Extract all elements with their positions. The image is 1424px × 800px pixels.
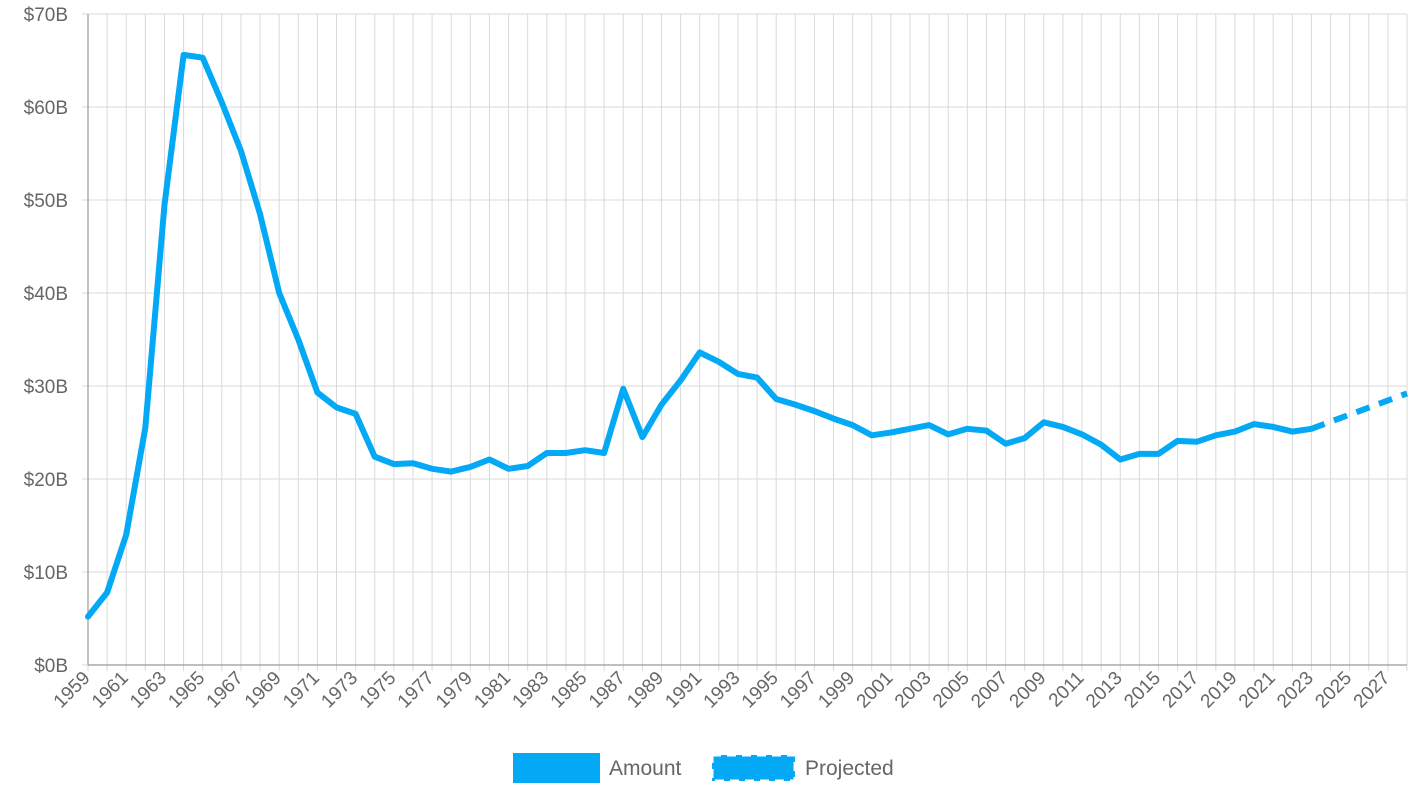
x-tick-label: 1981 — [470, 668, 515, 713]
x-tick-label: 1961 — [88, 668, 133, 713]
x-tick-label: 2011 — [1045, 668, 1089, 712]
x-tick-label: 1963 — [126, 668, 171, 713]
x-tick-label: 1985 — [547, 668, 592, 713]
x-tick-label: 2017 — [1159, 668, 1204, 713]
y-tick-label: $10B — [24, 563, 68, 584]
x-tick-label: 1975 — [356, 668, 401, 713]
x-tick-label: 1989 — [623, 668, 668, 713]
x-tick-label: 1969 — [241, 668, 286, 713]
x-tick-label: 1965 — [164, 668, 209, 713]
series — [85, 51, 1409, 620]
x-tick-label: 2013 — [1082, 668, 1127, 713]
y-tick-label: $30B — [24, 377, 68, 398]
x-tick-label: 2007 — [967, 668, 1012, 713]
x-tick-label: 2009 — [1006, 668, 1051, 713]
x-tick-label: 2015 — [1120, 668, 1165, 713]
x-tick-label: 2003 — [891, 668, 936, 713]
legend-swatch-amount[interactable] — [513, 753, 600, 783]
x-tick-label: 1991 — [661, 668, 706, 713]
legend-swatch-projected[interactable] — [710, 753, 797, 783]
x-tick-label: 1997 — [776, 668, 821, 713]
x-tick-label: 1967 — [203, 668, 248, 713]
legend-label-projected: Projected — [805, 757, 894, 780]
legend-label-amount: Amount — [609, 757, 682, 780]
x-tick-label: 1971 — [279, 668, 324, 713]
x-tick-label: 1987 — [585, 668, 630, 713]
legend: Amount Projected — [513, 753, 894, 783]
x-tick-label: 2021 — [1235, 668, 1280, 713]
y-tick-label: $20B — [24, 470, 68, 491]
x-tick-label: 1973 — [317, 668, 362, 713]
x-tick-label: 1995 — [738, 668, 783, 713]
series-line-projected — [1310, 390, 1409, 432]
x-tick-label: 1983 — [509, 668, 554, 713]
x-tick-label: 1977 — [394, 668, 439, 713]
y-tick-label: $40B — [24, 284, 68, 305]
y-tick-label: $60B — [24, 98, 68, 119]
x-tick-label: 2019 — [1197, 668, 1242, 713]
x-tick-label: 2027 — [1350, 668, 1395, 713]
x-tick-label: 2023 — [1273, 668, 1318, 713]
x-tick-label: 1979 — [432, 668, 477, 713]
y-tick-label: $50B — [24, 191, 68, 212]
x-tick-label: 2005 — [929, 668, 974, 713]
y-tick-label: $70B — [24, 5, 68, 26]
x-tick-label: 1999 — [814, 668, 859, 713]
x-tick-label: 2001 — [853, 668, 898, 713]
grid — [82, 13, 1408, 671]
x-tick-label: 1993 — [700, 668, 745, 713]
y-tick-label: $0B — [34, 656, 68, 677]
x-tick-label: 2025 — [1311, 668, 1356, 713]
